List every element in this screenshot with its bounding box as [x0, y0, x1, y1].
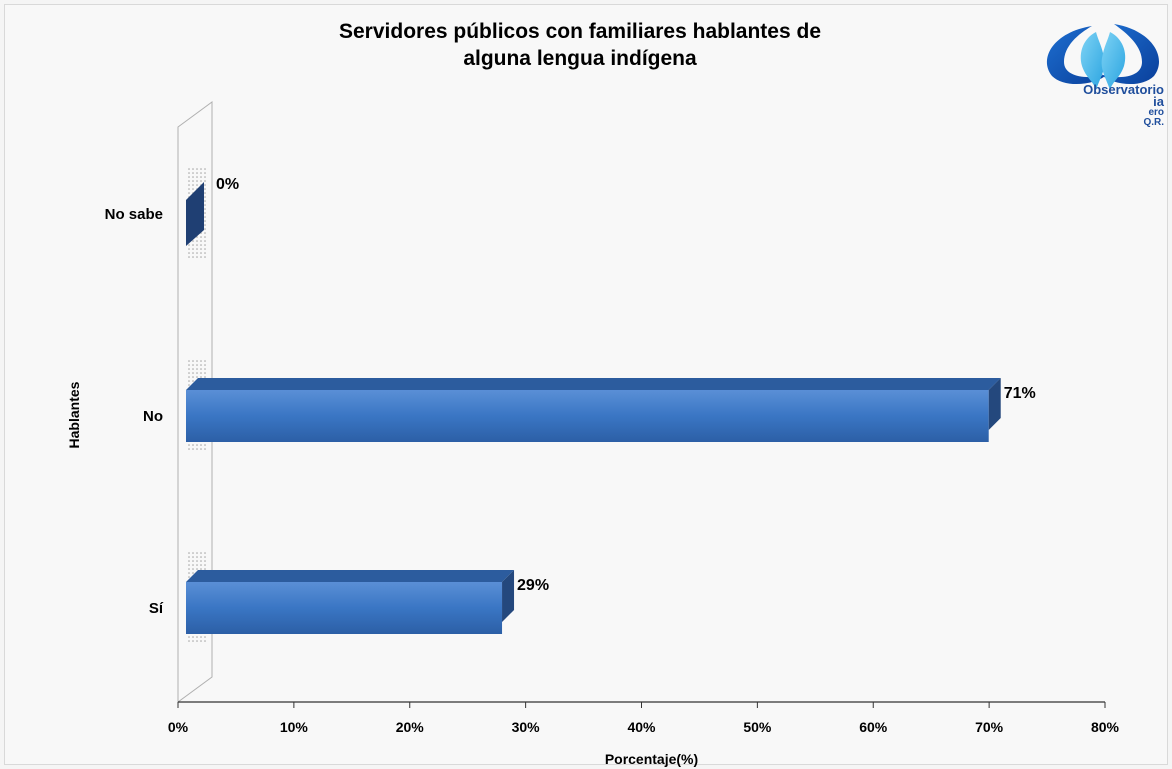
x-tick-label: 70% — [975, 719, 1004, 735]
chart-title-line-1: Servidores públicos con familiares habla… — [339, 20, 821, 43]
logo-text-line-4: Q.R. — [1143, 117, 1164, 128]
value-label: 0% — [216, 176, 239, 193]
value-label: 29% — [517, 577, 549, 594]
bar-end — [502, 570, 515, 622]
x-tick-label: 60% — [859, 719, 888, 735]
x-tick-label: 0% — [168, 719, 189, 735]
bar-end — [988, 378, 1001, 430]
category-label: No — [143, 408, 163, 425]
x-tick-label: 50% — [743, 719, 772, 735]
chart-title-line-2: alguna lengua indígena — [463, 47, 697, 70]
x-tick-label: 30% — [512, 719, 541, 735]
x-tick-label: 10% — [280, 719, 309, 735]
observatorio-logo — [1046, 24, 1160, 90]
x-tick-label: 20% — [396, 719, 425, 735]
back-wall — [177, 101, 213, 703]
logo-text-line-3: ero — [1148, 107, 1164, 118]
bar — [186, 390, 989, 442]
category-label: Sí — [149, 600, 164, 617]
logo-text: Observatorio ia ero Q.R. — [1054, 82, 1164, 128]
y-axis-title: Hablantes — [66, 381, 82, 448]
logo-text-line-1: Observatorio — [1083, 82, 1164, 97]
bar — [186, 582, 503, 634]
x-axis-title: Porcentaje(%) — [605, 751, 698, 767]
bar — [186, 182, 204, 246]
x-tick-label: 40% — [627, 719, 656, 735]
labels-layer: 0% 10% 20% 30% 40% 50% 60% 70% 80% Porcentaje(%) H… — [66, 176, 1120, 767]
chart-title: Servidores públicos con familiares habla… — [230, 18, 930, 72]
x-tick-label: 80% — [1091, 719, 1120, 735]
logo-text-line-2: ia — [1153, 94, 1164, 109]
bars-layer — [186, 168, 1001, 642]
bar-top — [186, 378, 1001, 390]
value-label: 71% — [1004, 385, 1036, 402]
axes-layer — [177, 101, 1106, 708]
bar-top — [186, 570, 515, 582]
category-label: No sabe — [105, 206, 163, 223]
